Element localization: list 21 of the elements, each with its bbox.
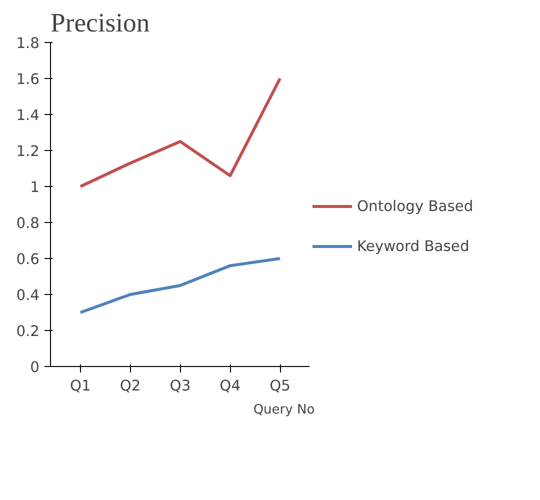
y-tick-label: 0 (30, 359, 40, 376)
chart-title: Precision (50, 8, 150, 38)
y-tick-label: 1.4 (16, 107, 40, 124)
y-tick-label: 0.2 (16, 323, 40, 340)
legend-label: Keyword Based (357, 238, 470, 254)
x-tick-label: Q5 (270, 378, 290, 394)
x-axis-title: Query No (253, 402, 315, 418)
x-tick-label: Q4 (220, 378, 241, 394)
y-tick-label: 1.8 (16, 35, 40, 52)
legend-label: Ontology Based (357, 198, 474, 214)
x-tick-label: Q1 (70, 378, 91, 394)
x-tick-label: Q3 (170, 378, 191, 394)
y-tick-label: 0.4 (16, 287, 40, 304)
y-tick-label: 1.2 (16, 143, 40, 160)
y-tick-label: 0.8 (16, 215, 40, 232)
line-series (78, 77, 282, 188)
y-tick-label: 0.6 (16, 251, 40, 268)
line-series (78, 257, 282, 314)
x-tick-label: Q2 (120, 378, 141, 394)
y-tick-label: 1 (30, 179, 40, 196)
y-tick-label: 1.6 (16, 71, 40, 88)
